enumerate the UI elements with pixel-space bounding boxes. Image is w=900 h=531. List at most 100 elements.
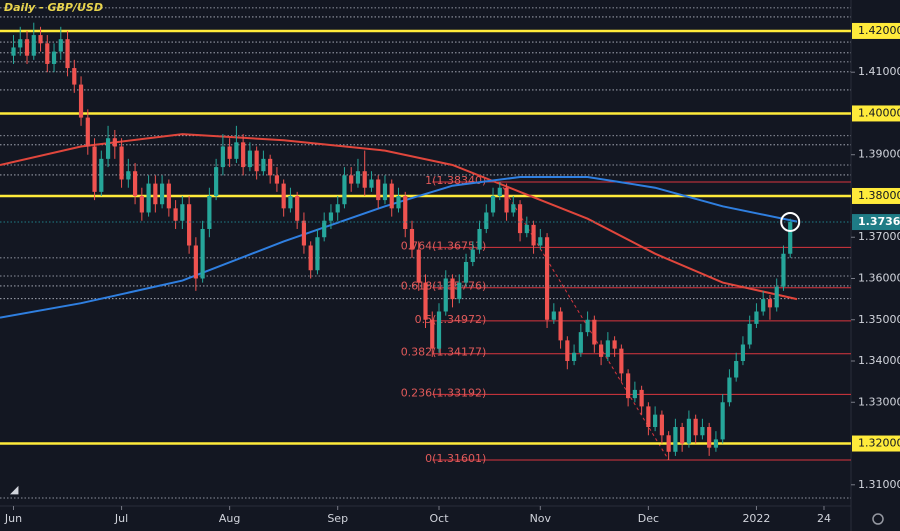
candle-body bbox=[146, 183, 151, 213]
candle-body bbox=[139, 195, 144, 213]
fib-label: 0.618(1.35776) bbox=[401, 280, 487, 293]
candle-body bbox=[51, 51, 57, 64]
candle-body bbox=[349, 175, 354, 184]
candle-body bbox=[65, 39, 70, 69]
tick-highlight bbox=[852, 22, 900, 39]
candle-body bbox=[754, 311, 759, 324]
candle-body bbox=[619, 348, 624, 374]
candle-body bbox=[376, 179, 381, 201]
candle-body bbox=[626, 373, 631, 399]
x-tick-label: 2022 bbox=[742, 512, 770, 525]
candle-body bbox=[112, 138, 117, 147]
candle-body bbox=[673, 427, 678, 452]
y-tick-label: 1.39000 bbox=[858, 148, 900, 161]
candle-body bbox=[565, 340, 570, 362]
candle-body bbox=[653, 414, 658, 428]
fib-label: 0.764(1.36753) bbox=[401, 239, 487, 252]
candle-body bbox=[382, 183, 388, 201]
chart-title: Daily - GBP/USD bbox=[4, 1, 103, 14]
candle-body bbox=[592, 319, 597, 345]
candle-body bbox=[517, 204, 523, 234]
candle-body bbox=[308, 245, 313, 271]
candle-body bbox=[497, 187, 502, 196]
candle-body bbox=[288, 195, 293, 209]
candle-body bbox=[214, 167, 219, 196]
candle-body bbox=[45, 43, 50, 64]
candle-body bbox=[254, 150, 259, 172]
fib-label: 0.382(1.34177) bbox=[401, 346, 487, 359]
candle-body bbox=[531, 224, 536, 246]
y-tick-label: 1.40000 bbox=[858, 106, 900, 119]
candle-body bbox=[85, 117, 90, 147]
candle-body bbox=[544, 237, 550, 320]
candle-body bbox=[99, 158, 104, 192]
x-tick-label: Oct bbox=[429, 512, 449, 525]
candle-body bbox=[558, 311, 563, 341]
candle-body bbox=[720, 402, 725, 440]
y-tick-label: 1.31000 bbox=[858, 478, 900, 491]
x-tick-label: Nov bbox=[530, 512, 552, 525]
candle-body bbox=[646, 406, 651, 428]
highlight-circle bbox=[780, 211, 801, 232]
candle-body bbox=[788, 221, 793, 254]
candle-body bbox=[767, 299, 773, 308]
last-price-label: 1.37368 bbox=[858, 215, 900, 228]
candle-body bbox=[700, 427, 705, 436]
candle-body bbox=[58, 39, 63, 52]
candle-body bbox=[342, 175, 347, 205]
candle-body bbox=[153, 183, 158, 205]
candle-body bbox=[132, 171, 138, 196]
y-tick-label: 1.41000 bbox=[858, 65, 900, 78]
candle-body bbox=[551, 311, 556, 320]
candle-body bbox=[119, 146, 124, 180]
candle-body bbox=[166, 183, 171, 209]
candle-body bbox=[430, 319, 435, 349]
candle-body bbox=[484, 212, 489, 229]
x-tick-label: Sep bbox=[327, 512, 348, 525]
candle-body bbox=[335, 204, 340, 213]
candle-body bbox=[362, 171, 367, 188]
candle-body bbox=[200, 228, 205, 279]
candle-body bbox=[187, 204, 192, 246]
settings-icon[interactable] bbox=[872, 513, 884, 525]
candle-body bbox=[241, 142, 246, 168]
moving-average bbox=[0, 176, 798, 319]
candle-body bbox=[666, 435, 671, 452]
x-tick-label: Jun bbox=[4, 512, 22, 525]
candle-body bbox=[409, 228, 415, 250]
y-tick-label: 1.32000 bbox=[858, 437, 900, 450]
candle-body bbox=[578, 332, 583, 353]
candle-body bbox=[659, 414, 664, 436]
candle-body bbox=[734, 361, 739, 378]
candle-body bbox=[247, 150, 252, 168]
fib-label: 0(1.31601) bbox=[425, 452, 486, 465]
candle-body bbox=[707, 427, 712, 448]
candle-body bbox=[220, 146, 225, 168]
tick-highlight bbox=[852, 435, 900, 452]
y-tick-label: 1.35000 bbox=[858, 313, 900, 326]
candle-body bbox=[524, 224, 529, 234]
candle-body bbox=[389, 183, 394, 209]
candle-body bbox=[774, 286, 779, 308]
candle-body bbox=[612, 340, 617, 349]
fib-label: 0.236(1.33192) bbox=[401, 386, 487, 399]
candle-body bbox=[126, 171, 131, 180]
tick-highlight bbox=[852, 187, 900, 204]
candle-body bbox=[105, 138, 111, 159]
candle-body bbox=[24, 39, 30, 56]
candle-body bbox=[632, 389, 637, 399]
candle-body bbox=[193, 245, 198, 279]
candle-body bbox=[173, 208, 178, 221]
moving-average bbox=[0, 133, 798, 301]
candle-body bbox=[490, 195, 496, 213]
candle-body bbox=[396, 195, 401, 209]
candle-body bbox=[322, 220, 327, 238]
candle-body bbox=[571, 352, 577, 362]
candle-body bbox=[538, 237, 543, 246]
candle-body bbox=[261, 158, 266, 172]
x-tick-label: 24 bbox=[817, 512, 831, 525]
candle-body bbox=[761, 299, 766, 312]
y-tick-label: 1.34000 bbox=[858, 354, 900, 367]
candle-body bbox=[274, 175, 280, 184]
candle-body bbox=[686, 418, 691, 444]
